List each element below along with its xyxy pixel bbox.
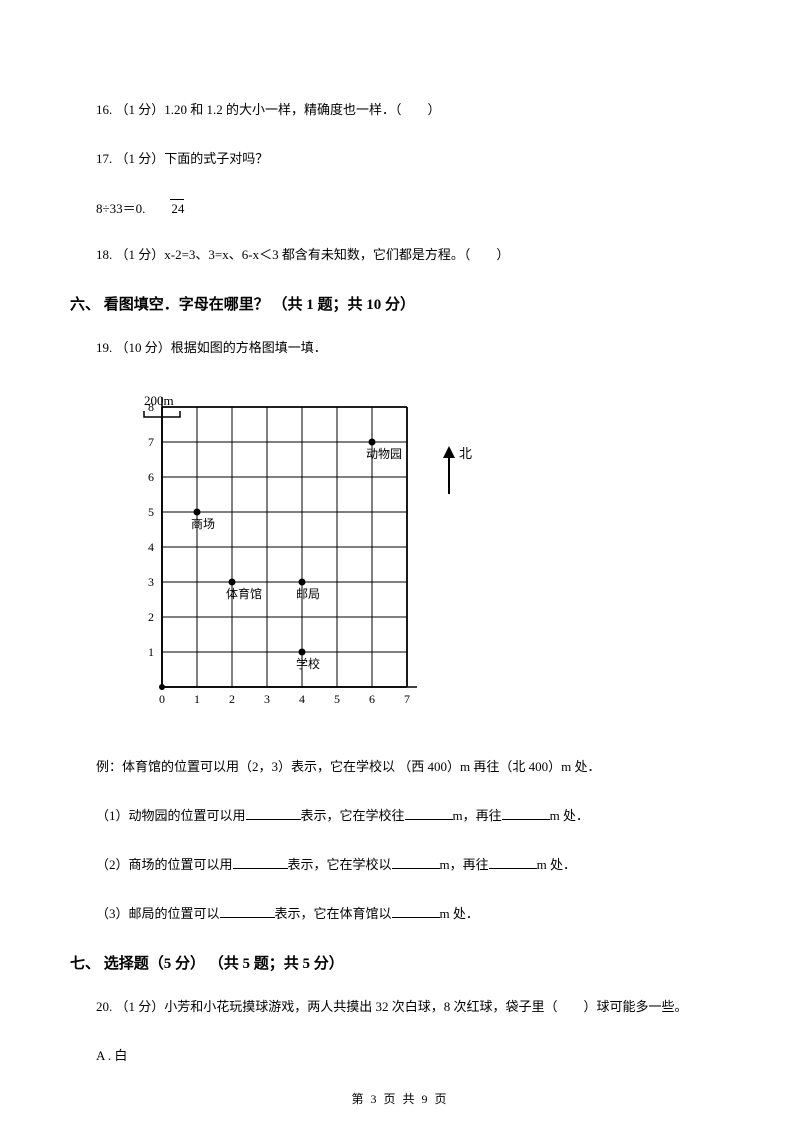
svg-text:1: 1 — [194, 692, 200, 706]
svg-text:4: 4 — [148, 540, 154, 554]
svg-text:邮局: 邮局 — [296, 587, 320, 601]
example-line: 例：体育馆的位置可以用（2，3）表示，它在学校以 （西 400）m 再往（北 4… — [70, 757, 730, 778]
sub2-text-c: m，再往 — [440, 857, 489, 872]
svg-text:2: 2 — [148, 610, 154, 624]
svg-text:商场: 商场 — [191, 516, 215, 531]
question-16: 16. （1 分）1.20 和 1.2 的大小一样，精确度也一样．（ ） — [70, 100, 730, 121]
question-17: 17. （1 分）下面的式子对吗？ — [70, 149, 730, 170]
blank — [392, 905, 440, 918]
svg-text:北: 北 — [459, 446, 472, 461]
equation-17: 8÷33＝0.24 — [70, 198, 730, 217]
sub1-text-d: m 处． — [550, 808, 589, 823]
eq-left: 8÷33＝0. — [96, 201, 145, 216]
sub-question-1: （1）动物园的位置可以用 表示，它在学校往 m，再往 m 处． — [70, 806, 730, 827]
svg-text:学校: 学校 — [296, 656, 320, 671]
svg-text:2: 2 — [229, 692, 235, 706]
blank — [489, 856, 537, 869]
eq-repeating: 24 — [145, 201, 184, 217]
svg-text:7: 7 — [148, 435, 154, 449]
svg-text:动物园: 动物园 — [366, 447, 402, 461]
svg-text:5: 5 — [148, 505, 154, 519]
svg-text:6: 6 — [369, 692, 375, 706]
sub3-text-c: m 处． — [440, 906, 479, 921]
svg-text:3: 3 — [264, 692, 270, 706]
svg-text:0: 0 — [159, 692, 165, 706]
sub3-text-a: （3）邮局的位置可以 — [96, 906, 220, 921]
blank — [220, 905, 275, 918]
sub2-text-a: （2）商场的位置可以用 — [96, 857, 233, 872]
page-footer: 第 3 页 共 9 页 — [0, 1090, 800, 1107]
sub2-text-b: 表示，它在学校以 — [288, 857, 392, 872]
svg-text:1: 1 — [148, 645, 154, 659]
svg-text:体育馆: 体育馆 — [226, 586, 262, 601]
blank — [502, 807, 550, 820]
sub1-text-a: （1）动物园的位置可以用 — [96, 808, 246, 823]
section-7-title: 七、 选择题（5 分） （共 5 题；共 5 分） — [70, 952, 730, 973]
blank — [246, 807, 301, 820]
sub3-text-b: 表示，它在体育馆以 — [275, 906, 392, 921]
section-6-title: 六、 看图填空．字母在哪里？ （共 1 题；共 10 分） — [70, 293, 730, 314]
svg-text:3: 3 — [148, 575, 154, 589]
sub2-text-d: m 处． — [537, 857, 576, 872]
question-19: 19. （10 分）根据如图的方格图填一填． — [70, 338, 730, 359]
svg-text:5: 5 — [334, 692, 340, 706]
grid-svg: 200m0123456712345678动物园商场体育馆邮局学校北 — [122, 387, 482, 727]
sub1-text-b: 表示，它在学校往 — [301, 808, 405, 823]
sub1-text-c: m，再往 — [453, 808, 502, 823]
blank — [392, 856, 440, 869]
question-18: 18. （1 分）x-2=3、3=x、6-x＜3 都含有未知数，它们都是方程。（… — [70, 245, 730, 266]
svg-text:8: 8 — [148, 400, 154, 414]
option-a: A . 白 — [70, 1046, 730, 1067]
sub-question-2: （2）商场的位置可以用 表示，它在学校以 m，再往 m 处． — [70, 855, 730, 876]
blank — [405, 807, 453, 820]
question-20: 20. （1 分）小芳和小花玩摸球游戏，两人共摸出 32 次白球，8 次红球，袋… — [70, 997, 730, 1018]
svg-text:6: 6 — [148, 470, 154, 484]
svg-text:7: 7 — [404, 692, 410, 706]
svg-text:4: 4 — [299, 692, 305, 706]
sub-question-3: （3）邮局的位置可以 表示，它在体育馆以 m 处． — [70, 904, 730, 925]
blank — [233, 856, 288, 869]
grid-figure: 200m0123456712345678动物园商场体育馆邮局学校北 — [122, 387, 730, 727]
